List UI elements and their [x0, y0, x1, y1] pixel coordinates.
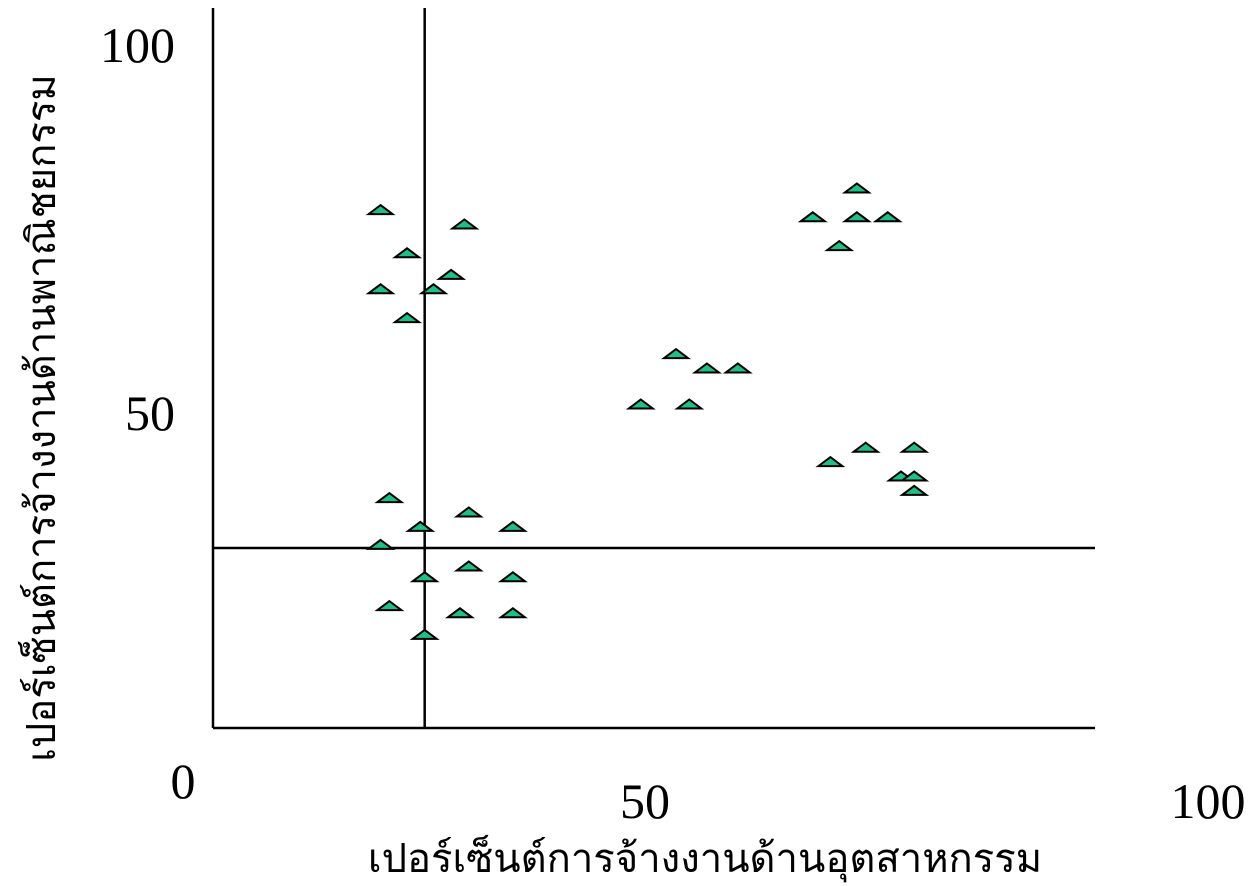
data-point-triangle — [497, 607, 528, 619]
data-point-triangle — [797, 211, 828, 223]
data-point-triangle — [453, 506, 484, 518]
data-point-triangle — [815, 455, 846, 468]
x-tick-label: 100 — [1171, 773, 1246, 829]
data-point-triangle — [661, 347, 692, 360]
data-point-triangle — [850, 441, 881, 453]
data-point-triangle — [392, 247, 423, 259]
y-tick-label: 100 — [100, 17, 175, 73]
data-point-triangle — [436, 268, 467, 280]
data-points — [365, 182, 930, 640]
data-point-triangle — [841, 211, 872, 223]
data-point-triangle — [418, 283, 449, 295]
x-tick-label: 0 — [171, 753, 196, 809]
axes — [211, 8, 1095, 730]
data-point-triangle — [899, 484, 930, 496]
data-point-triangle — [409, 571, 440, 583]
data-point-triangle — [409, 628, 440, 640]
data-point-triangle — [374, 491, 405, 504]
data-point-triangle — [444, 607, 475, 619]
data-point-triangle — [449, 218, 480, 230]
data-point-triangle — [497, 520, 528, 532]
data-point-triangle — [374, 599, 405, 612]
data-point-triangle — [824, 239, 855, 252]
data-point-triangle — [722, 362, 753, 374]
data-point-triangle — [405, 520, 436, 532]
tick-labels: 100 50 0 50 100 — [100, 17, 1246, 829]
data-point-triangle — [392, 311, 423, 324]
x-tick-label: 50 — [620, 773, 670, 829]
data-point-triangle — [497, 571, 528, 583]
data-point-triangle — [365, 283, 396, 295]
data-point-triangle — [674, 398, 705, 410]
data-point-triangle — [365, 538, 396, 550]
data-point-triangle — [841, 182, 872, 194]
data-point-triangle — [625, 398, 656, 410]
data-point-triangle — [365, 203, 396, 216]
data-point-triangle — [872, 211, 903, 223]
data-point-triangle — [899, 470, 930, 482]
data-point-triangle — [453, 560, 484, 572]
data-point-triangle — [899, 441, 930, 453]
data-point-triangle — [691, 362, 722, 374]
x-axis-title: เปอร์เซ็นต์การจ้างงานด้านอุตสาหกรรม — [368, 834, 1042, 883]
y-tick-label: 50 — [125, 385, 175, 441]
y-axis-title: เปอร์เซ็นต์การจ้างงานด้านพาณิชยกรรม — [17, 74, 65, 762]
